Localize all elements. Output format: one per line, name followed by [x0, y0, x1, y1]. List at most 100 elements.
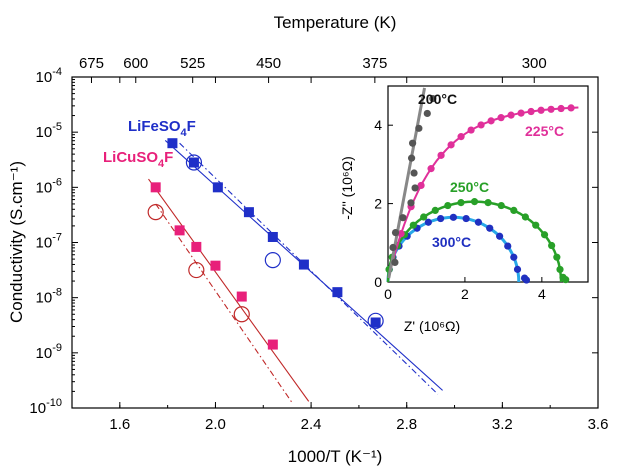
- open-circle-lifeso4f: [185, 154, 203, 171]
- data-point-300c: [496, 232, 504, 240]
- data-point-200c: [399, 214, 407, 222]
- data-point-300c: [424, 218, 432, 226]
- x-tick-label: 2.0: [205, 416, 226, 433]
- data-point-200c: [423, 109, 431, 118]
- data-point-250c: [497, 201, 505, 210]
- top-tick-label: 600: [123, 55, 148, 72]
- data-point-licuso4f: [150, 182, 161, 193]
- data-point-lifeso4f: [298, 259, 309, 270]
- data-point-225c: [527, 107, 535, 116]
- data-point-250c: [556, 265, 564, 274]
- data-point-225c: [477, 121, 485, 129]
- data-point-200c: [391, 258, 399, 266]
- inset-x-tick-label: 0: [384, 286, 392, 302]
- data-point-lifeso4f: [188, 157, 199, 168]
- data-point-300c: [513, 265, 522, 273]
- data-point-250c: [409, 221, 417, 229]
- data-point-lifeso4f: [370, 317, 381, 328]
- data-point-250c: [444, 201, 452, 210]
- top-tick-label: 300: [522, 55, 547, 72]
- y-tick-label: 10-10: [29, 397, 62, 417]
- data-point-225c: [537, 106, 545, 114]
- data-point-200c: [415, 124, 423, 132]
- data-point-225c: [467, 126, 475, 134]
- data-point-200c: [391, 229, 400, 237]
- data-point-225c: [417, 181, 425, 190]
- data-point-licuso4f: [191, 241, 202, 252]
- data-point-250c: [420, 213, 428, 221]
- inset-label-200c: 200°C: [418, 91, 457, 107]
- top-tick-label: 525: [180, 55, 205, 72]
- data-point-225c: [567, 104, 575, 112]
- data-point-200c: [411, 184, 419, 192]
- data-point-lifeso4f: [212, 182, 223, 193]
- data-point-300c: [504, 242, 512, 250]
- data-point-225c: [507, 111, 515, 119]
- data-point-250c: [562, 276, 570, 284]
- data-point-250c: [548, 241, 556, 250]
- legend-lifeso4f: LiFeSO4F: [128, 118, 196, 139]
- inset-label-300c: 300°C: [432, 234, 471, 250]
- data-point-200c: [429, 94, 437, 103]
- data-point-250c: [470, 198, 479, 206]
- x-tick-label: 2.8: [396, 416, 417, 433]
- data-point-200c: [408, 139, 417, 147]
- data-point-licuso4f: [267, 339, 278, 350]
- data-point-250c: [510, 206, 518, 214]
- y-tick-label: 10-4: [36, 66, 62, 86]
- data-point-200c: [407, 154, 416, 162]
- data-point-225c: [497, 114, 505, 122]
- y-tick-label: 10-6: [36, 176, 62, 196]
- data-point-225c: [457, 133, 465, 141]
- y-tick-label: 10-7: [36, 232, 62, 252]
- data-point-225c: [427, 165, 435, 173]
- data-point-300c: [437, 214, 445, 223]
- y-axis-title: Conductivity (S.cm⁻¹): [7, 161, 26, 323]
- inset-x-tick-label: 4: [538, 286, 546, 302]
- legend-licuso4f: LiCuSO4F: [103, 149, 173, 170]
- data-point-300c: [474, 218, 483, 226]
- open-circle-licuso4f: [233, 306, 250, 323]
- data-point-250c: [532, 221, 540, 229]
- data-point-225c: [487, 117, 495, 125]
- main-data-marks: [147, 138, 384, 350]
- data-point-licuso4f: [174, 225, 185, 236]
- data-point-200c: [410, 169, 418, 177]
- data-point-250c: [521, 213, 530, 221]
- y-tick-label: 10-5: [36, 121, 62, 141]
- data-point-300c: [462, 214, 470, 223]
- data-point-250c: [553, 253, 561, 261]
- inset-x-axis-title: Z' (10⁶Ω): [404, 318, 460, 334]
- data-point-225c: [447, 141, 455, 149]
- data-point-225c: [397, 230, 405, 238]
- x-tick-label: 3.2: [492, 416, 513, 433]
- inset-x-tick-label: 2: [461, 286, 469, 302]
- x-axis-title: 1000/T (K⁻¹): [288, 447, 383, 466]
- data-point-250c: [484, 199, 492, 207]
- data-point-300c: [449, 213, 457, 221]
- data-point-200c: [389, 243, 397, 252]
- data-point-300c: [522, 276, 531, 284]
- y-tick-label: 10-8: [36, 287, 62, 307]
- inset-y-tick-label: 2: [374, 196, 382, 212]
- data-point-200c: [407, 199, 415, 207]
- data-point-250c: [431, 206, 439, 214]
- inset-y-tick-label: 0: [374, 274, 382, 290]
- data-point-lifeso4f: [332, 287, 343, 298]
- x-tick-label: 1.6: [109, 416, 130, 433]
- data-point-225c: [517, 109, 525, 117]
- data-point-250c: [540, 231, 549, 239]
- open-circle-lifeso4f: [264, 252, 281, 269]
- inset-y-tick-label: 4: [374, 117, 382, 133]
- data-point-300c: [510, 253, 518, 261]
- data-point-250c: [457, 199, 465, 207]
- data-point-licuso4f: [210, 260, 221, 271]
- x-tick-label: 3.6: [588, 416, 609, 433]
- data-point-lifeso4f: [267, 231, 278, 242]
- inset-label-250c: 250°C: [450, 179, 489, 195]
- main-axis-ticks: 1.6 2.0 2.4 2.8 3.2 3.6 10-10 10-9 10-8 10-7 10-6 1…: [29, 55, 608, 433]
- data-point-225c: [547, 105, 555, 113]
- x-tick-label: 2.4: [301, 416, 322, 433]
- open-circle-licuso4f: [147, 204, 164, 221]
